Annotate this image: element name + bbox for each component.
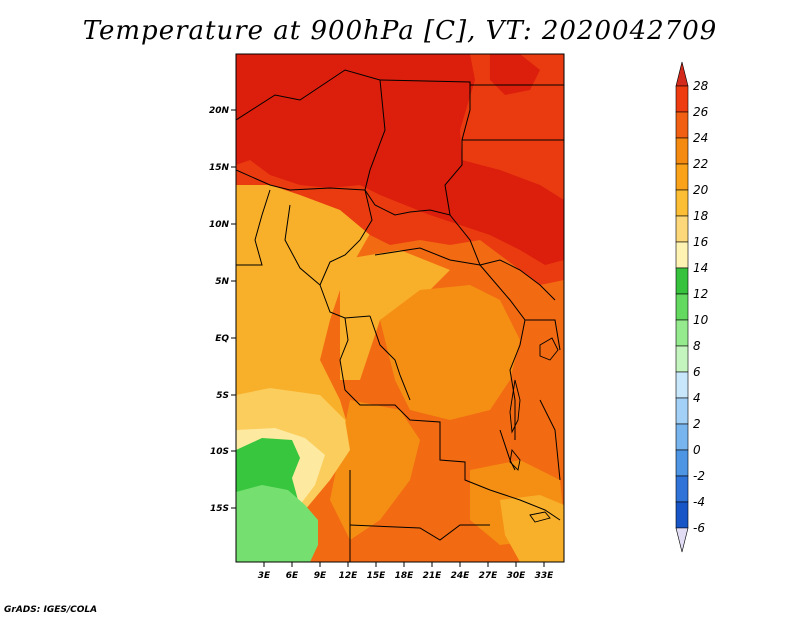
lon-label: 9E xyxy=(314,571,327,581)
field-22-east xyxy=(380,285,520,420)
credit-label: GrADS: IGES/COLA xyxy=(4,605,98,615)
colorbar-segment xyxy=(675,371,689,399)
colorbar-segment xyxy=(675,137,689,165)
colorbar-label: 16 xyxy=(693,235,709,249)
colorbar-label: 24 xyxy=(693,131,708,145)
lat-label: 15N xyxy=(209,163,230,173)
colorbar-label: 4 xyxy=(693,391,701,405)
lon-label: 6E xyxy=(286,571,299,581)
colorbar-label: 0 xyxy=(693,443,701,457)
lon-axis: 3E 6E 9E 12E 15E 18E 21E 24E 27E 30E 33E xyxy=(258,562,554,581)
colorbar-segment xyxy=(675,345,689,373)
lat-label: 20N xyxy=(209,106,230,116)
lon-label: 30E xyxy=(507,571,527,581)
lat-label: 5S xyxy=(216,391,229,401)
colorbar-segment xyxy=(675,267,689,295)
lon-label: 12E xyxy=(339,571,359,581)
field-20-central xyxy=(340,250,450,380)
colorbar-segment xyxy=(675,241,689,269)
colorbar-top-arrow xyxy=(675,61,689,87)
lon-label: 21E xyxy=(423,571,443,581)
lat-label: 10N xyxy=(209,220,230,230)
colorbar-segment xyxy=(675,163,689,191)
colorbar-segment xyxy=(675,423,689,451)
colorbar-label: 20 xyxy=(693,183,709,197)
colorbar-label: 22 xyxy=(693,157,708,171)
lon-label: 27E xyxy=(479,571,499,581)
colorbar-label: 8 xyxy=(693,339,701,353)
colorbar-label: 2 xyxy=(693,417,701,431)
colorbar-segment xyxy=(675,189,689,217)
colorbar-segment xyxy=(675,293,689,321)
temperature-field xyxy=(236,54,564,562)
field-28 xyxy=(236,54,564,265)
colorbar-label: 14 xyxy=(693,261,708,275)
colorbar-label: 26 xyxy=(693,105,709,119)
colorbar-segment xyxy=(675,111,689,139)
lon-label: 3E xyxy=(258,571,271,581)
colorbar-label: 10 xyxy=(693,313,709,327)
lon-label: 18E xyxy=(395,571,415,581)
field-22-south xyxy=(330,400,420,540)
colorbar-segment xyxy=(675,475,689,503)
colorbar-segment xyxy=(675,501,689,529)
colorbar-segment xyxy=(675,397,689,425)
lakes xyxy=(509,337,559,523)
lat-axis: 20N 15N 10N 5N EQ 5S 10S 15S xyxy=(209,106,236,514)
colorbar-label: 28 xyxy=(693,79,709,93)
lon-label: 15E xyxy=(367,571,387,581)
lat-label: EQ xyxy=(215,334,229,344)
colorbar-label: -4 xyxy=(693,495,705,509)
chart-title: Temperature at 900hPa [C], VT: 202004270… xyxy=(82,16,718,46)
colorbar-bottom-arrow xyxy=(675,527,689,553)
colorbar-label: 12 xyxy=(693,287,708,301)
colorbar-label: 6 xyxy=(693,365,701,379)
lat-label: 15S xyxy=(210,504,229,514)
country-borders xyxy=(236,69,564,562)
lon-label: 33E xyxy=(535,571,555,581)
colorbar-label: -6 xyxy=(693,521,705,535)
lat-label: 5N xyxy=(215,277,229,287)
colorbar-segment xyxy=(675,449,689,477)
colorbar-segment xyxy=(675,215,689,243)
colorbar-label: -2 xyxy=(693,469,705,483)
lat-label: 10S xyxy=(210,447,229,457)
colorbar-segment xyxy=(675,319,689,347)
colorbar-segment xyxy=(675,85,689,113)
lon-label: 24E xyxy=(451,571,471,581)
colorbar-label: 18 xyxy=(693,209,709,223)
map-frame xyxy=(235,53,565,563)
field-12 xyxy=(236,485,318,562)
